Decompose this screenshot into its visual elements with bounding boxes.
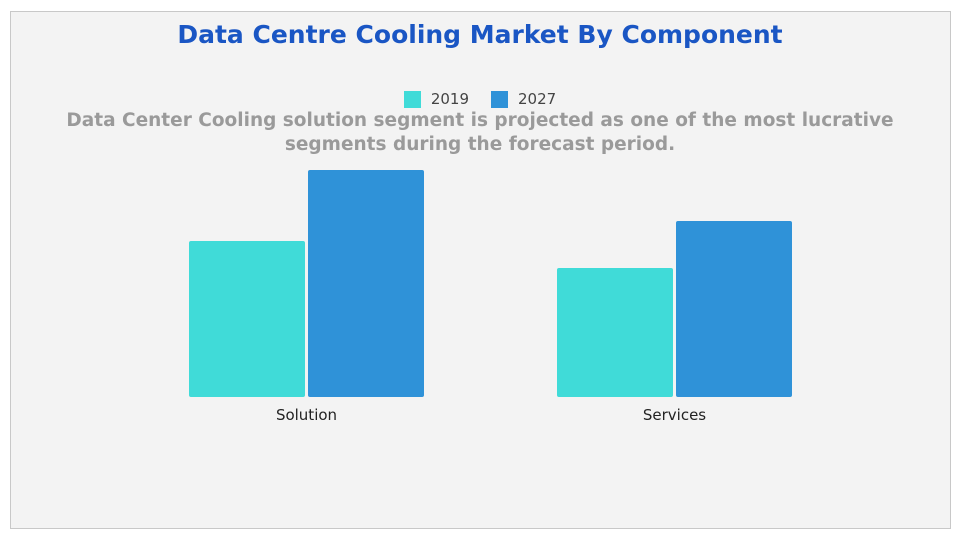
legend-label-2027: 2027 <box>518 90 557 108</box>
legend: 2019 2027 <box>0 90 960 108</box>
legend-item-2019[interactable]: 2019 <box>403 90 469 108</box>
legend-item-2027[interactable]: 2027 <box>491 90 556 108</box>
x-tick-label: Services <box>643 406 706 424</box>
x-tick-label: Solution <box>276 406 337 424</box>
bar-services-2027[interactable] <box>676 221 792 397</box>
legend-label-2019: 2019 <box>430 90 469 108</box>
chart-title: Data Centre Cooling Market By Component <box>177 20 783 49</box>
legend-swatch-2019 <box>403 90 421 108</box>
chart-subtitle: Data Center Cooling solution segment is … <box>66 110 894 155</box>
legend-swatch-2027 <box>491 90 508 108</box>
bar-solution-2027[interactable] <box>308 170 424 397</box>
bar-solution-2019[interactable] <box>189 241 305 397</box>
chart-frame <box>10 11 951 529</box>
bar-services-2019[interactable] <box>557 268 673 397</box>
